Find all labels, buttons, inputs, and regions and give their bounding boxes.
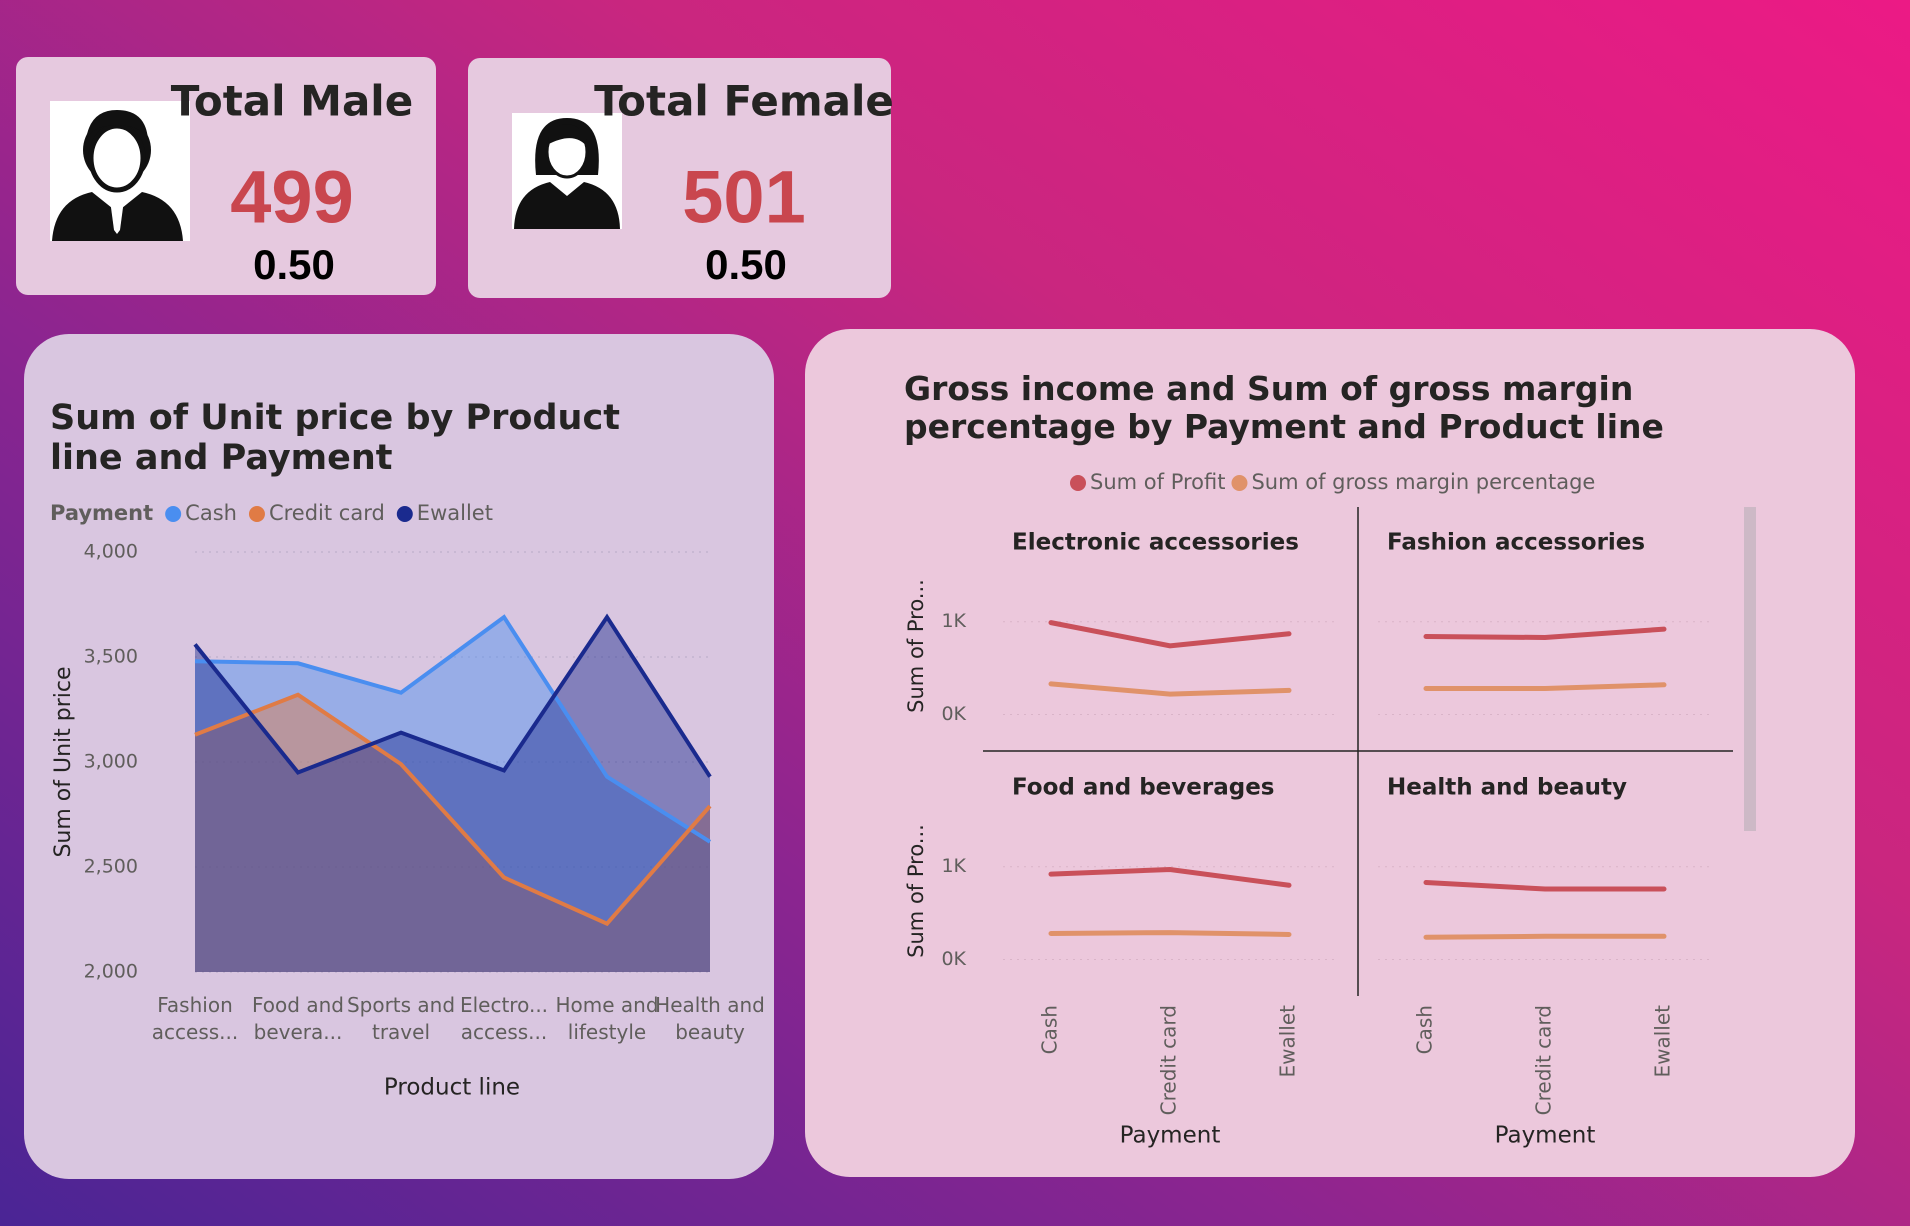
legend-label: Credit card <box>269 501 385 525</box>
legend-marker <box>1070 475 1086 491</box>
y-tick-label: 2,000 <box>84 961 138 983</box>
legend-label: Sum of Profit <box>1090 470 1225 494</box>
legend-label: Sum of gross margin percentage <box>1251 470 1595 494</box>
card-value: 499 <box>230 156 353 239</box>
line <box>1048 620 1292 649</box>
legend-marker <box>248 506 265 522</box>
x-tick-label: Sports and travel <box>346 993 456 1044</box>
x-tick-label: Fashion access... <box>151 993 239 1044</box>
legend-label: Ewallet <box>417 501 493 525</box>
card-ratio: 0.50 <box>253 241 335 288</box>
line <box>1048 930 1292 937</box>
line <box>1048 681 1292 697</box>
y-tick-label: 3,000 <box>84 751 138 773</box>
male-icon <box>50 101 190 241</box>
area <box>195 617 710 972</box>
x-tick-label: Cash <box>1413 1005 1437 1054</box>
x-tick-label: Food and bevera... <box>252 993 344 1044</box>
x-tick-label: Electro... access... <box>459 993 549 1044</box>
y-axis-label: Sum of Unit price <box>51 666 76 857</box>
card-title: Total Male <box>171 77 413 126</box>
card-ratio: 0.50 <box>705 241 787 288</box>
legend-marker <box>165 506 182 522</box>
y-tick-label: 3,500 <box>84 646 138 668</box>
legend-marker <box>1231 475 1248 491</box>
y-tick-label: 4,000 <box>84 541 138 563</box>
panel-title: Health and beauty <box>1387 775 1627 801</box>
line <box>1048 866 1292 888</box>
panel <box>24 334 774 1179</box>
x-tick-label: Home and lifestyle <box>555 993 659 1044</box>
y-tick-label: 0K <box>941 948 966 970</box>
line <box>1423 682 1667 692</box>
x-axis-label: Payment <box>1120 1123 1221 1149</box>
y-axis-label: Sum of Pro... <box>904 579 928 713</box>
chart-title: Sum of Unit price by Product line and Pa… <box>50 398 620 479</box>
y-tick-label: 2,500 <box>84 856 138 878</box>
y-tick-label: 1K <box>941 855 966 877</box>
y-tick-label: 1K <box>941 610 966 632</box>
panel-title: Food and beverages <box>1012 775 1275 801</box>
line <box>193 613 712 778</box>
line <box>1423 626 1667 640</box>
x-axis-label: Payment <box>1495 1123 1596 1149</box>
line <box>1423 933 1667 940</box>
chart-title: Gross income and Sum of gross margin per… <box>904 369 1664 446</box>
card-value: 501 <box>682 156 805 239</box>
y-tick-label: 0K <box>941 703 966 725</box>
panel-title: Fashion accessories <box>1387 530 1645 556</box>
scrollbar[interactable] <box>1744 507 1756 831</box>
area <box>195 617 710 972</box>
panel <box>805 329 1855 1177</box>
y-axis-label: Sum of Pro... <box>904 824 928 958</box>
line <box>194 614 712 844</box>
x-tick-label: Credit card <box>1157 1005 1181 1115</box>
x-tick-label: Ewallet <box>1651 1005 1675 1078</box>
line <box>194 692 712 927</box>
female-icon <box>512 113 622 229</box>
legend-label: Cash <box>185 501 237 525</box>
legend-title: Payment <box>50 501 153 525</box>
x-tick-label: Credit card <box>1532 1005 1556 1115</box>
line <box>1423 879 1667 892</box>
x-axis-label: Product line <box>384 1075 520 1101</box>
x-tick-label: Cash <box>1038 1005 1062 1054</box>
card-title: Total Female <box>594 77 894 126</box>
legend-marker <box>396 506 413 522</box>
panel-title: Electronic accessories <box>1012 530 1299 556</box>
x-tick-label: Ewallet <box>1276 1005 1300 1078</box>
x-tick-label: Health and beauty <box>655 993 765 1044</box>
